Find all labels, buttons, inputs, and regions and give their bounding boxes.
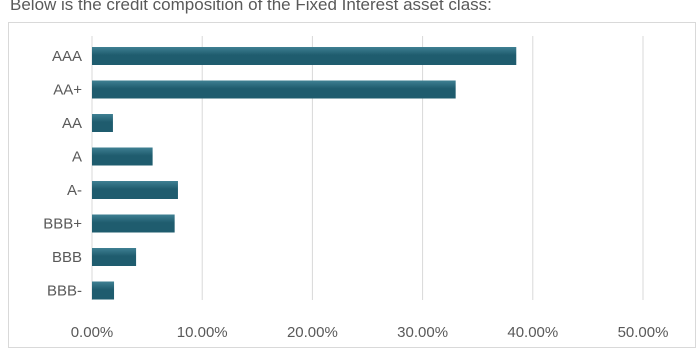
bar-aa	[92, 114, 113, 132]
x-tick-label: 0.00%	[71, 324, 114, 341]
bar-aaa	[92, 47, 517, 65]
bar-bbb-plus	[92, 214, 175, 233]
gridlines	[91, 36, 644, 300]
bar-bbb	[92, 248, 137, 266]
category-label: BBB+	[43, 216, 82, 233]
bars	[92, 47, 517, 300]
x-tick-label: 10.00%	[177, 324, 228, 341]
x-tick-label: 30.00%	[397, 324, 448, 341]
category-label: BBB	[52, 249, 82, 266]
category-label: A-	[67, 182, 82, 199]
category-label: AAA	[52, 48, 82, 65]
intro-text: Below is the credit composition of the F…	[10, 0, 492, 14]
x-tick-label: 50.00%	[618, 324, 669, 341]
x-tick-label: 20.00%	[287, 324, 338, 341]
category-label: AA+	[53, 82, 82, 99]
bar-a	[92, 147, 153, 166]
bar-bbb-minus	[92, 281, 115, 300]
bar-aa-plus	[92, 80, 456, 99]
bar-a-minus	[92, 181, 178, 199]
x-tick-label: 40.00%	[507, 324, 558, 341]
category-label: A	[72, 149, 82, 166]
category-label: BBB-	[47, 283, 82, 300]
category-label: AA	[62, 115, 82, 132]
chart-frame	[8, 22, 696, 348]
x-tick-labels: 0.00% 10.00% 20.00% 30.00% 40.00% 50.00%	[71, 324, 669, 341]
